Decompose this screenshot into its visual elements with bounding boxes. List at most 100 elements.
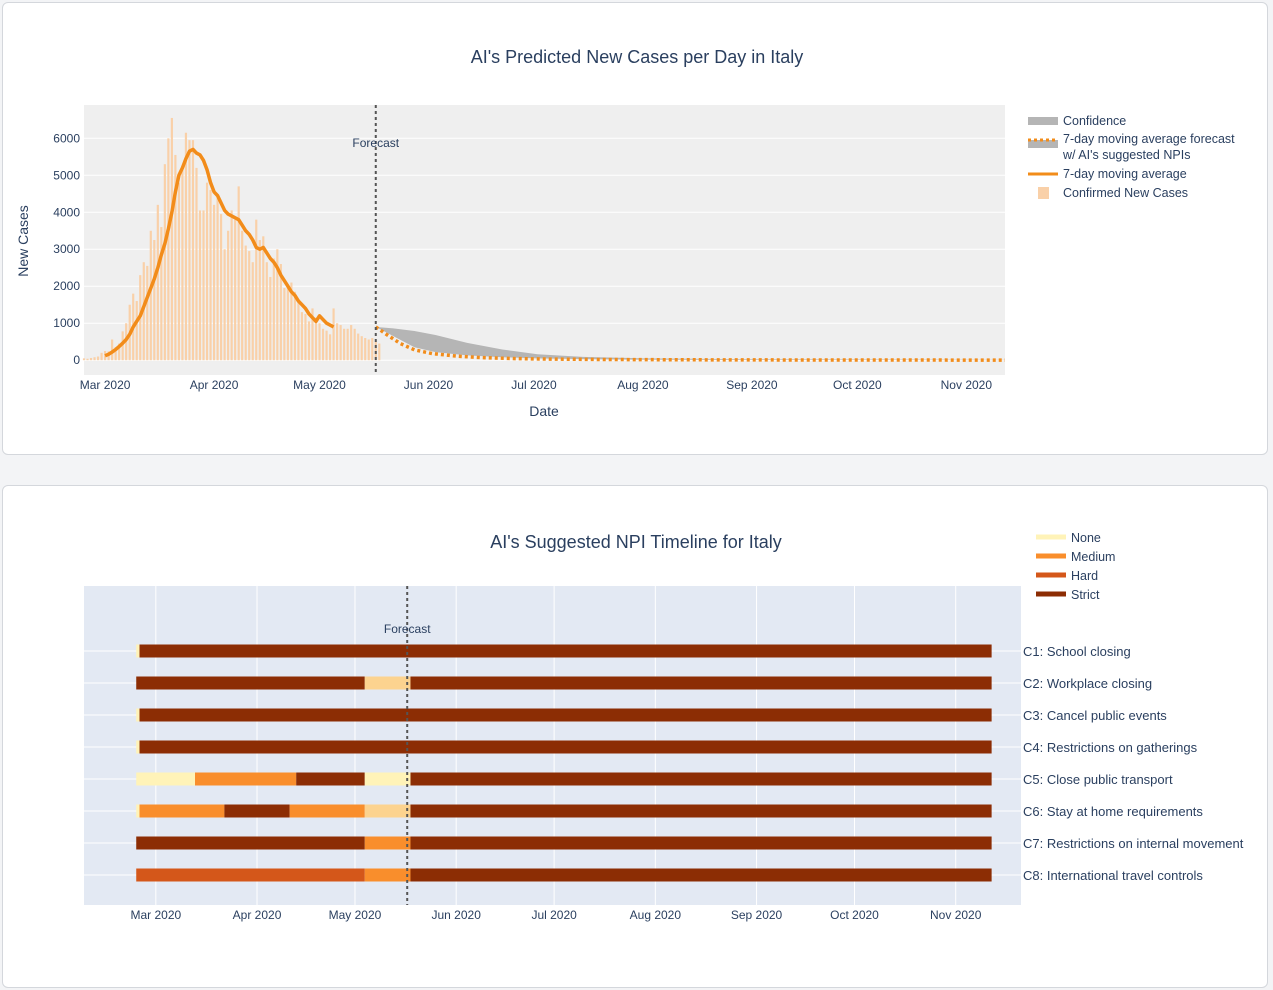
legend-label: 7-day moving average (1063, 167, 1187, 181)
confirmed-case-bar (321, 328, 325, 361)
confirmed-case-bar (212, 204, 216, 361)
confirmed-case-bar (244, 245, 247, 361)
confirmed-case-bar (160, 227, 163, 361)
npi-segment (364, 868, 411, 882)
npi-segment (136, 804, 140, 818)
confirmed-case-bar (181, 167, 184, 361)
y-tick-label: 4000 (53, 205, 80, 219)
x-tick-label: Sep 2020 (731, 908, 783, 922)
x-tick-label: Aug 2020 (617, 378, 669, 392)
npi-timeline-chart: AI's Suggested NPI Timeline for Italy Fo… (84, 531, 1244, 922)
confirmed-case-bar (184, 132, 188, 361)
confirmed-case-bar (121, 331, 124, 361)
confirmed-case-bar (307, 321, 311, 361)
row-label: C7: Restrictions on internal movement (1023, 836, 1244, 851)
confirmed-case-bar (283, 288, 286, 361)
confirmed-case-bar (346, 328, 349, 361)
x-tick-label: Oct 2020 (833, 378, 882, 392)
y-tick-label: 2000 (53, 279, 80, 293)
confirmed-case-bar (290, 282, 293, 361)
confirmed-case-bar (265, 262, 268, 361)
npi-segment (410, 804, 992, 818)
moving-average-line (104, 147, 335, 358)
confirmed-case-bar (343, 328, 346, 361)
confirmed-case-bar (230, 210, 233, 361)
npi-segment (364, 772, 411, 786)
legend-label: None (1071, 531, 1101, 545)
legend-label: Confidence (1063, 114, 1126, 128)
x-tick-label: Oct 2020 (830, 908, 879, 922)
x-tick-label: Mar 2020 (80, 378, 131, 392)
cases-chart: AI's Predicted New Cases per Day in Ital… (15, 47, 1235, 419)
confirmed-case-bar (237, 186, 240, 361)
confirmed-case-bar (378, 343, 381, 361)
x-tick-label: Nov 2020 (930, 908, 982, 922)
npi-segment (364, 836, 411, 850)
npi-rows (136, 644, 992, 882)
confirmed-case-bar (111, 339, 114, 361)
confirmed-case-bar (350, 325, 353, 361)
npi-segment (364, 804, 411, 818)
npi-segment (410, 772, 992, 786)
x-tick-label: Jun 2020 (404, 378, 454, 392)
confirmed-case-bar (146, 265, 149, 361)
confirmed-case-bar (367, 339, 370, 361)
confirmed-case-bar (198, 210, 202, 361)
plot-area (84, 105, 1005, 375)
legend-label: 7-day moving average forecast (1063, 132, 1235, 146)
confirmed-case-bar (205, 182, 209, 361)
confirmed-case-bar (89, 357, 93, 361)
confirmed-case-bar (191, 140, 195, 361)
legend-band-swatch (1028, 117, 1058, 125)
confirmed-case-bar (82, 358, 86, 361)
confirmed-case-bar (220, 214, 223, 361)
confirmed-case-bar (286, 284, 289, 361)
legend-label: Hard (1071, 569, 1098, 583)
x-axis-ticks: Mar 2020 Apr 2020 May 2020 Jun 2020 Jul 2020… (80, 378, 993, 392)
confirmed-case-bar (118, 343, 121, 361)
confirmed-case-bar (227, 230, 230, 361)
confirmed-case-bar (135, 301, 138, 361)
legend-bar-swatch (1038, 187, 1049, 199)
x-tick-label: Nov 2020 (941, 378, 993, 392)
confirmed-case-bar (100, 352, 103, 361)
confirmed-case-bar (318, 323, 321, 361)
forecast-label: Forecast (352, 136, 399, 150)
npi-segment (364, 676, 411, 690)
row-label: C2: Workplace closing (1023, 676, 1152, 691)
confirmed-case-bar (195, 167, 198, 361)
npi-segment (136, 772, 196, 786)
confirmed-case-bar (223, 249, 226, 361)
cases-chart-card: AI's Predicted New Cases per Day in Ital… (2, 2, 1268, 455)
legend-label-line2: w/ AI's suggested NPIs (1062, 148, 1190, 162)
row-label: C6: Stay at home requirements (1023, 804, 1203, 819)
x-axis-title: Date (529, 403, 559, 419)
chart-title: AI's Predicted New Cases per Day in Ital… (471, 47, 804, 67)
npi-timeline-card: AI's Suggested NPI Timeline for Italy Fo… (2, 485, 1268, 988)
confirmed-case-bar (276, 249, 279, 361)
confirmed-case-bar (360, 336, 363, 361)
npi-segment (136, 740, 140, 754)
confirmed-case-bar (174, 154, 177, 361)
x-tick-label: May 2020 (293, 378, 346, 392)
npi-segment (296, 772, 365, 786)
legend-label: Confirmed New Cases (1063, 186, 1188, 200)
confirmed-case-bar (314, 317, 318, 361)
npi-segment (410, 836, 992, 850)
y-tick-label: 6000 (53, 131, 80, 145)
confirmed-case-bar (297, 299, 300, 361)
npi-segment (139, 740, 992, 754)
series-lines (104, 147, 1006, 362)
confirmed-case-bar (304, 313, 307, 361)
confirmed-case-bar (251, 262, 254, 361)
npi-segment (136, 868, 365, 882)
confirmed-case-bar (163, 164, 166, 361)
row-label: C5: Close public transport (1023, 772, 1173, 787)
confirmed-case-bar (114, 347, 117, 361)
npi-segment (224, 804, 290, 818)
y-tick-label: 5000 (53, 168, 80, 182)
x-tick-label: May 2020 (329, 908, 382, 922)
confirmed-case-bar (293, 291, 297, 361)
x-tick-label: Jun 2020 (431, 908, 481, 922)
confirmed-case-bar (167, 138, 170, 361)
